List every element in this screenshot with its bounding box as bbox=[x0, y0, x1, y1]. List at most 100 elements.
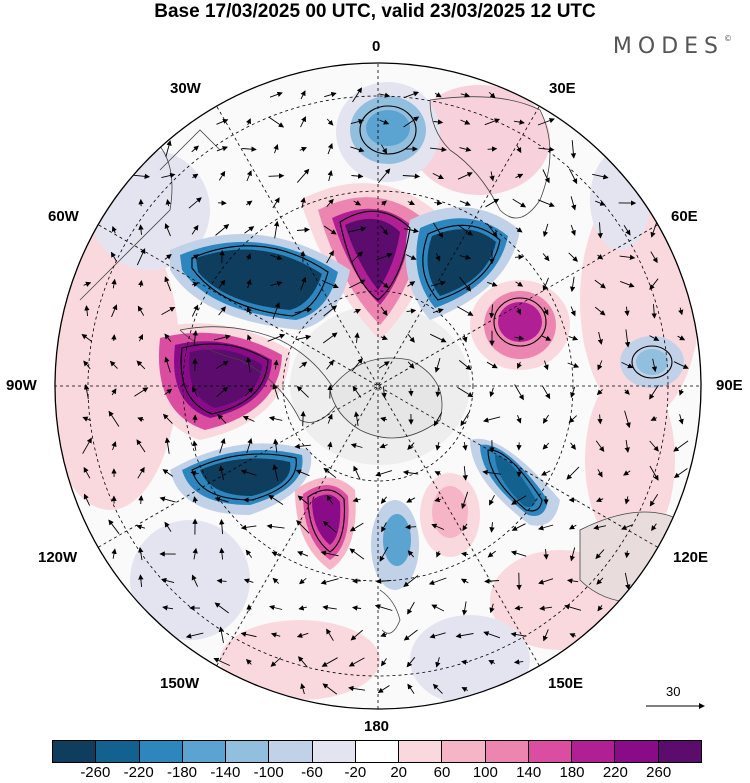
wind-vector bbox=[349, 522, 364, 532]
wind-vector bbox=[300, 410, 306, 427]
wind-vector bbox=[459, 146, 472, 152]
wind-vector bbox=[268, 494, 284, 505]
contour-lines bbox=[180, 105, 673, 553]
wind-vector bbox=[434, 92, 442, 98]
wind-vector bbox=[353, 411, 360, 426]
wind-vector bbox=[489, 522, 495, 533]
lon-label-180: 180 bbox=[364, 718, 390, 735]
wind-vector bbox=[269, 91, 283, 98]
wind-vector bbox=[541, 335, 552, 341]
wind-vector bbox=[487, 550, 496, 558]
wind-vector bbox=[327, 143, 333, 155]
wind-vector bbox=[218, 465, 225, 480]
wind-vector bbox=[406, 308, 417, 314]
wind-vector bbox=[297, 495, 308, 505]
wind-vector bbox=[597, 331, 604, 345]
wind-vector bbox=[428, 577, 447, 586]
wind-vector bbox=[651, 523, 657, 532]
wind-vector bbox=[84, 305, 90, 317]
wind-vector bbox=[461, 687, 469, 693]
wind-vector bbox=[379, 443, 388, 449]
colorbar-swatch bbox=[572, 741, 616, 762]
wind-vector bbox=[484, 578, 500, 584]
wind-vector bbox=[138, 280, 144, 288]
wind-vector bbox=[377, 168, 391, 184]
wind-vector bbox=[570, 140, 577, 159]
wind-vector bbox=[326, 118, 334, 126]
wind-vector bbox=[677, 335, 686, 341]
wind-vector bbox=[516, 361, 522, 369]
colorbar-tick-label: 180 bbox=[559, 764, 585, 781]
wind-vector bbox=[429, 146, 447, 153]
wind-vector bbox=[489, 603, 495, 614]
wind-vector bbox=[516, 415, 522, 424]
wind-vector bbox=[192, 386, 198, 397]
wind-vectors bbox=[81, 87, 689, 695]
wind-vector bbox=[164, 254, 172, 260]
wind-vector bbox=[542, 253, 550, 262]
wind-vector bbox=[459, 254, 472, 260]
wind-vector bbox=[350, 146, 365, 153]
wind-vector bbox=[244, 226, 255, 234]
wind-vector bbox=[296, 385, 309, 398]
wind-vector bbox=[460, 412, 470, 427]
wind-vector bbox=[570, 224, 576, 236]
negative-anomaly-140e bbox=[470, 438, 560, 526]
wind-vector bbox=[380, 335, 388, 341]
wind-vector bbox=[567, 578, 579, 584]
wind-vector bbox=[137, 305, 145, 316]
wind-vector bbox=[380, 658, 387, 667]
colorbar-tick-label: 20 bbox=[390, 764, 407, 781]
wind-vector bbox=[485, 198, 500, 208]
wind-vector bbox=[649, 335, 660, 341]
wind-vector bbox=[297, 551, 309, 557]
wind-vector bbox=[323, 467, 337, 479]
wind-vector bbox=[270, 632, 281, 638]
wind-vector bbox=[246, 438, 253, 454]
wind-vector bbox=[619, 254, 636, 261]
wind-vector bbox=[402, 173, 421, 179]
wind-vector bbox=[402, 469, 419, 476]
colorbar-swatch bbox=[312, 741, 356, 762]
wind-vector bbox=[327, 170, 333, 182]
wind-vector bbox=[432, 308, 444, 314]
wind-vector bbox=[543, 307, 549, 316]
colorbar-swatch bbox=[528, 741, 573, 762]
wind-vector bbox=[132, 173, 150, 180]
wind-vector bbox=[272, 383, 279, 400]
wind-vector bbox=[353, 308, 362, 314]
wind-vector bbox=[433, 412, 443, 427]
wind-vector bbox=[321, 657, 338, 667]
wind-vector bbox=[294, 443, 311, 450]
wind-vector bbox=[462, 466, 468, 481]
wind-vector bbox=[432, 172, 445, 180]
wind-vector bbox=[461, 491, 469, 510]
wind-vector bbox=[407, 200, 416, 206]
wind-vector bbox=[542, 223, 549, 237]
wind-vector bbox=[457, 224, 474, 236]
wind-vector bbox=[649, 440, 659, 452]
wind-vector bbox=[378, 92, 391, 98]
colorbar-tick-label: 60 bbox=[433, 764, 451, 781]
wind-vector bbox=[272, 464, 279, 482]
wind-vector bbox=[216, 386, 229, 398]
wind-vector bbox=[185, 632, 204, 639]
wind-vector bbox=[192, 330, 198, 346]
wind-vector bbox=[510, 550, 527, 557]
wind-vector bbox=[593, 524, 606, 530]
wind-vector bbox=[541, 385, 551, 400]
wind-vector bbox=[381, 200, 387, 207]
wind-vector bbox=[326, 198, 334, 207]
wind-vector bbox=[268, 415, 283, 422]
wind-vector bbox=[380, 416, 388, 422]
wind-vector bbox=[543, 360, 549, 371]
wind-vector bbox=[352, 385, 362, 398]
wind-vector bbox=[649, 493, 659, 507]
wind-vector bbox=[487, 146, 498, 152]
wind-vector bbox=[596, 577, 604, 585]
wind-vector bbox=[542, 169, 550, 184]
wind-vector bbox=[244, 387, 254, 397]
colorbar-tick-label: -20 bbox=[344, 764, 367, 781]
wind-vector bbox=[543, 549, 549, 560]
wind-vector bbox=[218, 626, 225, 643]
